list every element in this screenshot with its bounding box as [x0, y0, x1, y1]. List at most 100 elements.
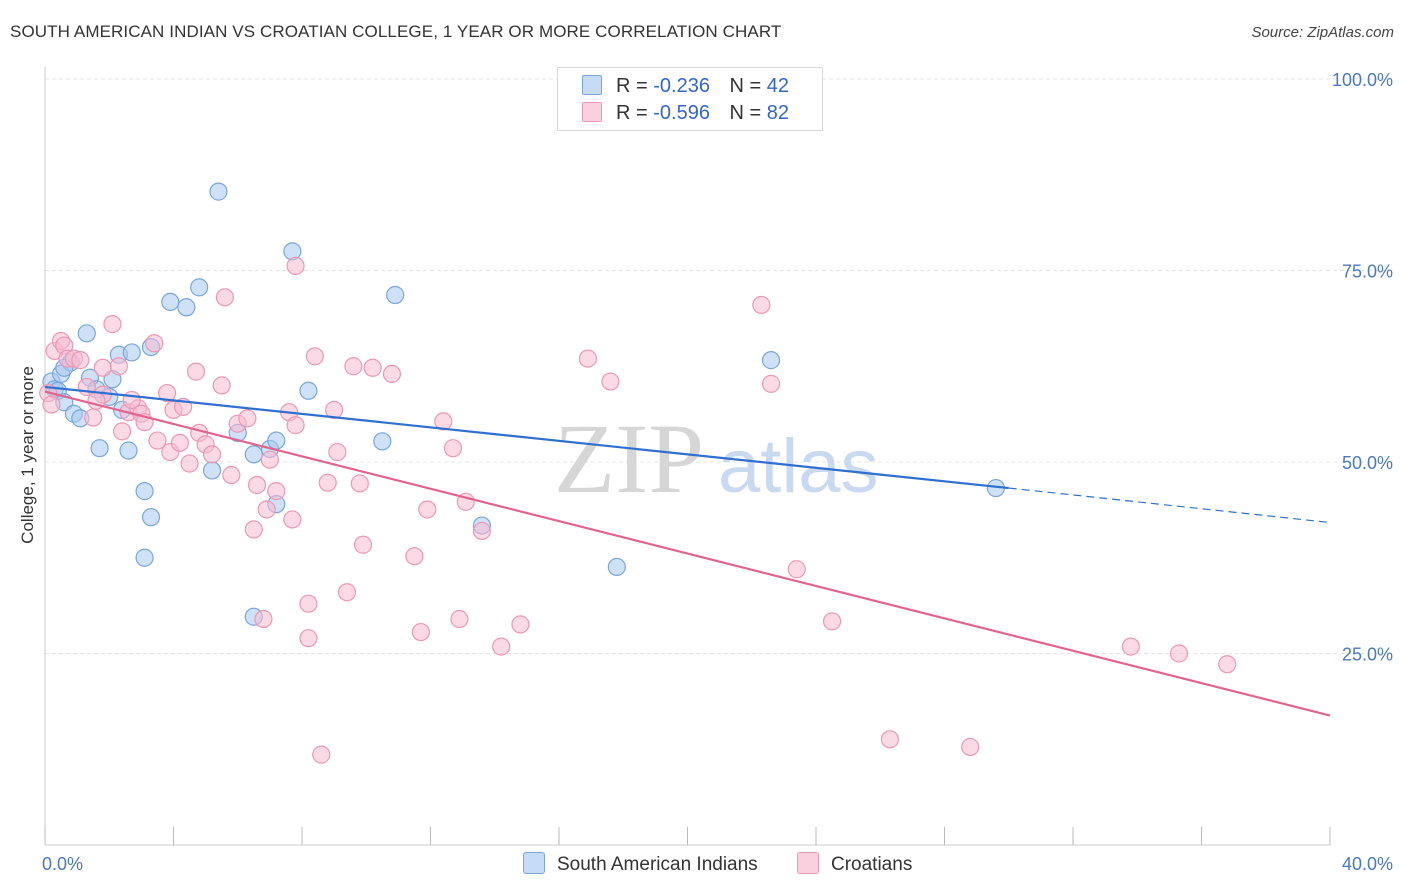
data-point-croatians [1218, 655, 1237, 674]
data-point-croatians [170, 433, 190, 452]
y-tick-label: 50.0% [1342, 453, 1393, 473]
legend-r-label: R = [616, 102, 648, 124]
legend-r-value: -0.596 [653, 102, 710, 124]
legend-item-south-american-indians: South American Indians [523, 852, 758, 876]
data-point-croatians [112, 422, 132, 441]
trend-lines [44, 385, 1331, 717]
data-point-croatians [511, 615, 530, 634]
y-axis-label: College, 1 year or more [18, 366, 37, 544]
data-point-croatians [344, 357, 363, 376]
data-point-croatians [961, 737, 980, 757]
data-point-croatians [299, 629, 318, 648]
data-point-croatians [222, 465, 241, 485]
data-point-south-american-indians [122, 343, 141, 362]
x-tick-label: 0.0% [42, 854, 83, 874]
data-point-croatians [260, 450, 279, 469]
tick-labels: 25.0% 50.0% 75.0% 100.0% 0.0% 40.0% [42, 70, 1393, 874]
data-point-south-american-indians [190, 278, 209, 297]
data-point-croatians [353, 535, 373, 554]
legend-n-label: N = [729, 102, 762, 124]
legend-r-label: R = [616, 75, 648, 97]
correlation-legend: R = -0.236 N = 42 R = -0.596 N = 82 [557, 67, 823, 131]
data-point-croatians [84, 408, 103, 427]
y-tick-label: 25.0% [1342, 645, 1393, 665]
axes [44, 67, 1331, 846]
data-point-croatians [325, 400, 344, 420]
legend-label: South American Indians [557, 854, 758, 875]
data-point-south-american-indians [119, 441, 138, 460]
data-point-croatians [761, 374, 781, 393]
data-point-croatians [1169, 644, 1189, 663]
data-point-south-american-indians [761, 351, 781, 370]
legend-swatch-blue [523, 852, 545, 874]
data-point-south-american-indians [161, 292, 180, 312]
data-point-croatians [382, 364, 402, 384]
data-point-croatians [418, 500, 437, 519]
data-point-croatians [822, 612, 842, 631]
gridlines [45, 78, 1392, 654]
data-point-croatians [363, 358, 382, 377]
data-point-croatians [305, 347, 324, 366]
legend-r-value: -0.236 [653, 75, 710, 97]
data-point-croatians [337, 583, 357, 602]
data-point-croatians [450, 609, 469, 629]
data-point-croatians [405, 547, 424, 566]
data-point-south-american-indians [244, 445, 263, 464]
data-point-croatians [42, 395, 61, 414]
data-point-south-american-indians [607, 557, 626, 577]
data-point-croatians [247, 475, 267, 495]
data-point-croatians [299, 594, 318, 613]
data-point-croatians [286, 416, 305, 435]
data-point-south-american-indians [386, 285, 405, 305]
data-point-south-american-indians [90, 439, 109, 458]
data-point-croatians [180, 454, 199, 473]
data-point-croatians [244, 520, 263, 539]
data-point-south-american-indians [135, 548, 154, 567]
data-point-croatians [411, 622, 430, 642]
data-point-croatians [202, 445, 222, 464]
data-point-croatians [434, 412, 453, 431]
legend-swatch-pink [797, 852, 819, 874]
data-point-croatians [601, 372, 620, 391]
trend-line-extension-south-american-indians [1008, 487, 1331, 524]
data-point-south-american-indians [141, 508, 161, 527]
data-point-croatians [71, 351, 90, 370]
data-point-south-american-indians [299, 381, 318, 400]
data-point-croatians [215, 288, 234, 307]
data-point-croatians [212, 376, 231, 395]
legend-n-value: 42 [766, 75, 790, 97]
data-point-croatians [318, 473, 337, 492]
legend-label: Croatians [831, 854, 913, 875]
series-croatians [39, 256, 1237, 764]
legend-swatch-pink [582, 102, 602, 122]
legend-swatch-blue [582, 75, 602, 95]
data-point-croatians [109, 357, 128, 376]
data-point-croatians [312, 745, 331, 764]
trend-line-south-american-indians [44, 385, 1009, 490]
data-point-croatians [286, 256, 305, 276]
data-point-croatians [752, 295, 771, 315]
data-point-croatians [257, 500, 276, 519]
data-point-croatians [254, 609, 273, 629]
data-point-croatians [443, 439, 463, 458]
trend-line-croatians [44, 390, 1331, 717]
data-point-croatians [93, 358, 112, 377]
data-point-croatians [880, 730, 899, 749]
data-point-croatians [103, 315, 122, 334]
data-point-croatians [578, 349, 598, 368]
legend-row-pink: R = -0.596 N = 82 [582, 102, 789, 126]
chart-title: SOUTH AMERICAN INDIAN VS CROATIAN COLLEG… [10, 22, 782, 41]
data-point-south-american-indians [177, 298, 196, 317]
series-legend: South American Indians Croatians [0, 852, 1406, 878]
data-point-south-american-indians [373, 432, 392, 451]
data-point-croatians [350, 474, 369, 493]
data-point-croatians [472, 521, 491, 541]
legend-item-croatians: Croatians [797, 852, 912, 876]
data-point-south-american-indians [135, 482, 154, 501]
y-tick-label: 100.0% [1332, 70, 1393, 90]
source-attribution: Source: ZipAtlas.com [1251, 24, 1394, 41]
data-point-croatians [238, 409, 257, 428]
legend-row-blue: R = -0.236 N = 42 [582, 75, 789, 99]
data-point-croatians [145, 334, 164, 353]
